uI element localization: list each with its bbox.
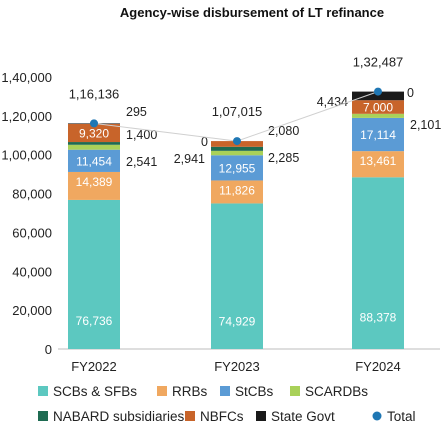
bar-segment — [352, 91, 404, 101]
data-label: 14,389 — [76, 175, 113, 189]
bar-segment — [352, 177, 404, 349]
data-label: 13,461 — [360, 154, 397, 168]
data-label: 295 — [126, 105, 147, 119]
data-label: 2,541 — [126, 155, 157, 169]
bar-segment — [68, 123, 120, 143]
total-marker — [90, 119, 98, 128]
bar-segment — [68, 171, 120, 200]
legend-swatch — [157, 386, 167, 396]
bar-segment — [352, 117, 404, 152]
legend-item: State Govt — [256, 409, 335, 424]
data-label: 2,285 — [268, 151, 299, 165]
bar-segment — [211, 180, 263, 204]
bar-segment — [68, 142, 120, 145]
y-tick-label: 0 — [45, 342, 52, 357]
data-label: 2,941 — [174, 152, 205, 166]
data-label: 12,955 — [219, 161, 256, 175]
data-label: 17,114 — [360, 128, 396, 142]
bar-segment — [352, 113, 404, 118]
data-label: 4,434 — [317, 95, 348, 109]
bar-segment — [211, 146, 263, 151]
data-label: 9,320 — [79, 126, 109, 140]
legend-item: NABARD subsidiaries — [38, 409, 185, 424]
bars — [68, 91, 404, 349]
y-tick-label: 40,000 — [12, 264, 52, 279]
data-label: 0 — [201, 135, 208, 149]
bar-segment — [68, 199, 120, 349]
y-tick-label: 60,000 — [12, 225, 52, 240]
bar-segment — [68, 144, 120, 150]
legend-label: RRBs — [172, 384, 208, 399]
data-label: 2,080 — [268, 124, 299, 138]
data-label: 74,929 — [219, 315, 256, 329]
legend-swatch — [38, 386, 48, 396]
x-tick-label: FY2024 — [355, 359, 401, 374]
legend-swatch — [256, 411, 266, 421]
legend-label: SCARDBs — [305, 384, 368, 399]
bar-segment — [211, 155, 263, 181]
legend-swatch — [220, 386, 230, 396]
total-label: 1,16,136 — [69, 86, 120, 101]
legend-label: SCBs & SFBs — [53, 384, 137, 399]
x-tick-label: FY2022 — [71, 359, 117, 374]
data-label: 1,400 — [126, 128, 157, 142]
y-tick-label: 1,40,000 — [1, 70, 52, 85]
legend-label: Total — [387, 409, 416, 424]
data-label: 11,826 — [219, 183, 255, 197]
legend: SCBs & SFBs RRBs StCBs SCARDBs NABARD subsid… — [38, 384, 416, 424]
data-label: 2,101 — [410, 118, 441, 132]
y-tick-label: 1,20,000 — [1, 109, 52, 124]
legend-label: State Govt — [271, 409, 335, 424]
legend-label: StCBs — [235, 384, 274, 399]
legend-item: SCBs & SFBs — [38, 384, 137, 399]
legend-label: NABARD subsidiaries — [53, 409, 185, 424]
chart-title: Agency-wise disbursement of LT refinance — [120, 5, 384, 20]
y-tick-label: 20,000 — [12, 303, 52, 318]
legend-item: NBFCs — [185, 409, 244, 424]
legend-item: Total — [372, 409, 416, 424]
legend-swatch — [185, 411, 195, 421]
bar-segment — [68, 149, 120, 172]
bar-segment — [352, 151, 404, 178]
bar-segment — [352, 100, 404, 114]
data-label: 76,736 — [76, 314, 113, 328]
bar-segment — [211, 150, 263, 156]
x-tick-label: FY2023 — [214, 359, 260, 374]
legend-item: StCBs — [220, 384, 274, 399]
y-tick-label: 80,000 — [12, 187, 52, 202]
data-labels: 76,736 74,929 88,378 14,389 11,826 13,461 11,4… — [76, 86, 442, 329]
data-label: 0 — [407, 86, 414, 100]
y-tick-label: 1,00,000 — [1, 148, 52, 163]
legend-label: NBFCs — [200, 409, 244, 424]
data-label: 88,378 — [360, 311, 397, 325]
total-label: 1,32,487 — [353, 55, 404, 70]
total-series: 1,16,136 1,07,015 1,32,487 — [69, 55, 404, 146]
legend-swatch — [290, 386, 300, 396]
legend-item: RRBs — [157, 384, 208, 399]
data-label: 7,000 — [363, 101, 393, 115]
total-label: 1,07,015 — [212, 104, 263, 119]
legend-swatch — [38, 411, 48, 421]
total-marker — [233, 137, 241, 146]
total-marker — [374, 87, 382, 96]
data-label: 11,454 — [76, 154, 112, 168]
bar-segment — [211, 203, 263, 349]
legend-marker — [372, 411, 382, 421]
legend-item: SCARDBs — [290, 384, 368, 399]
